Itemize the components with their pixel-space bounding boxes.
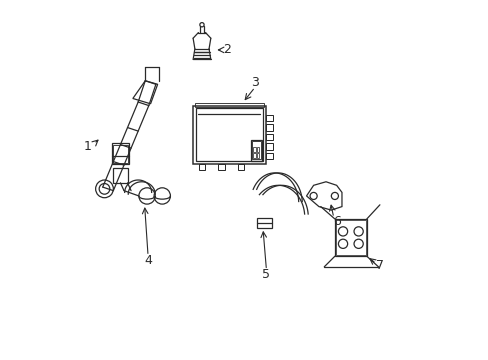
Bar <box>112 145 127 163</box>
Bar <box>252 153 255 158</box>
Bar <box>218 164 224 170</box>
Bar <box>196 108 263 161</box>
Text: 2: 2 <box>223 44 231 57</box>
Bar <box>334 219 366 256</box>
Text: 3: 3 <box>251 76 259 89</box>
Bar <box>256 147 259 152</box>
Bar <box>111 144 128 164</box>
Bar <box>250 140 262 161</box>
Text: 5: 5 <box>262 269 270 282</box>
Bar <box>251 141 261 159</box>
Bar <box>265 134 272 140</box>
Bar <box>193 105 265 164</box>
Bar <box>256 153 259 158</box>
Text: 1: 1 <box>84 140 92 153</box>
Bar <box>265 115 272 121</box>
Bar <box>237 164 244 170</box>
Text: 4: 4 <box>144 254 152 267</box>
Bar <box>265 144 272 150</box>
Bar <box>335 220 365 255</box>
Bar <box>252 147 255 152</box>
Text: 6: 6 <box>333 215 341 228</box>
Bar <box>256 218 271 228</box>
Bar <box>198 164 205 170</box>
Bar <box>265 124 272 131</box>
Text: 7: 7 <box>375 259 383 272</box>
Bar <box>265 153 272 159</box>
Bar <box>195 103 264 107</box>
Bar <box>113 168 128 183</box>
